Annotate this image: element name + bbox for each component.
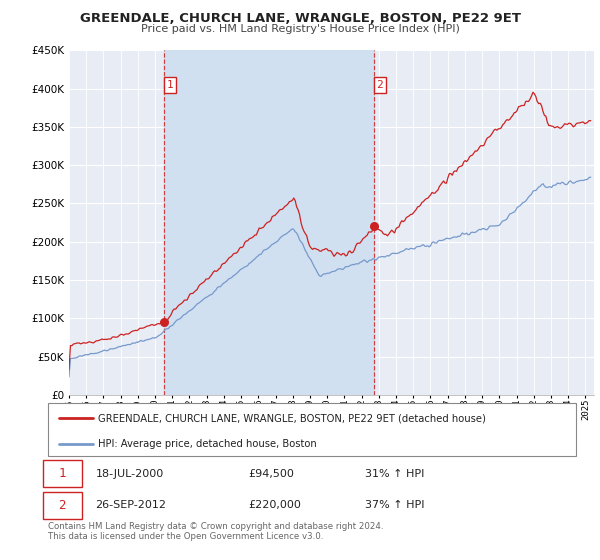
Text: HPI: Average price, detached house, Boston: HPI: Average price, detached house, Bost…: [98, 438, 317, 449]
FancyBboxPatch shape: [48, 403, 576, 456]
Text: £220,000: £220,000: [248, 500, 302, 510]
Text: 31% ↑ HPI: 31% ↑ HPI: [365, 469, 424, 479]
Text: 26-SEP-2012: 26-SEP-2012: [95, 500, 167, 510]
Text: 1: 1: [59, 468, 66, 480]
FancyBboxPatch shape: [43, 492, 82, 519]
Text: 2: 2: [376, 80, 383, 90]
Text: Contains HM Land Registry data © Crown copyright and database right 2024.
This d: Contains HM Land Registry data © Crown c…: [48, 522, 383, 542]
Bar: [164, 50, 374, 395]
Text: £94,500: £94,500: [248, 469, 295, 479]
FancyBboxPatch shape: [43, 460, 82, 487]
Text: 2: 2: [59, 498, 66, 512]
Text: GREENDALE, CHURCH LANE, WRANGLE, BOSTON, PE22 9ET (detached house): GREENDALE, CHURCH LANE, WRANGLE, BOSTON,…: [98, 413, 486, 423]
Text: GREENDALE, CHURCH LANE, WRANGLE, BOSTON, PE22 9ET: GREENDALE, CHURCH LANE, WRANGLE, BOSTON,…: [79, 12, 521, 25]
Text: 37% ↑ HPI: 37% ↑ HPI: [365, 500, 424, 510]
Text: Price paid vs. HM Land Registry's House Price Index (HPI): Price paid vs. HM Land Registry's House …: [140, 24, 460, 34]
Text: 18-JUL-2000: 18-JUL-2000: [95, 469, 164, 479]
Text: 1: 1: [166, 80, 173, 90]
